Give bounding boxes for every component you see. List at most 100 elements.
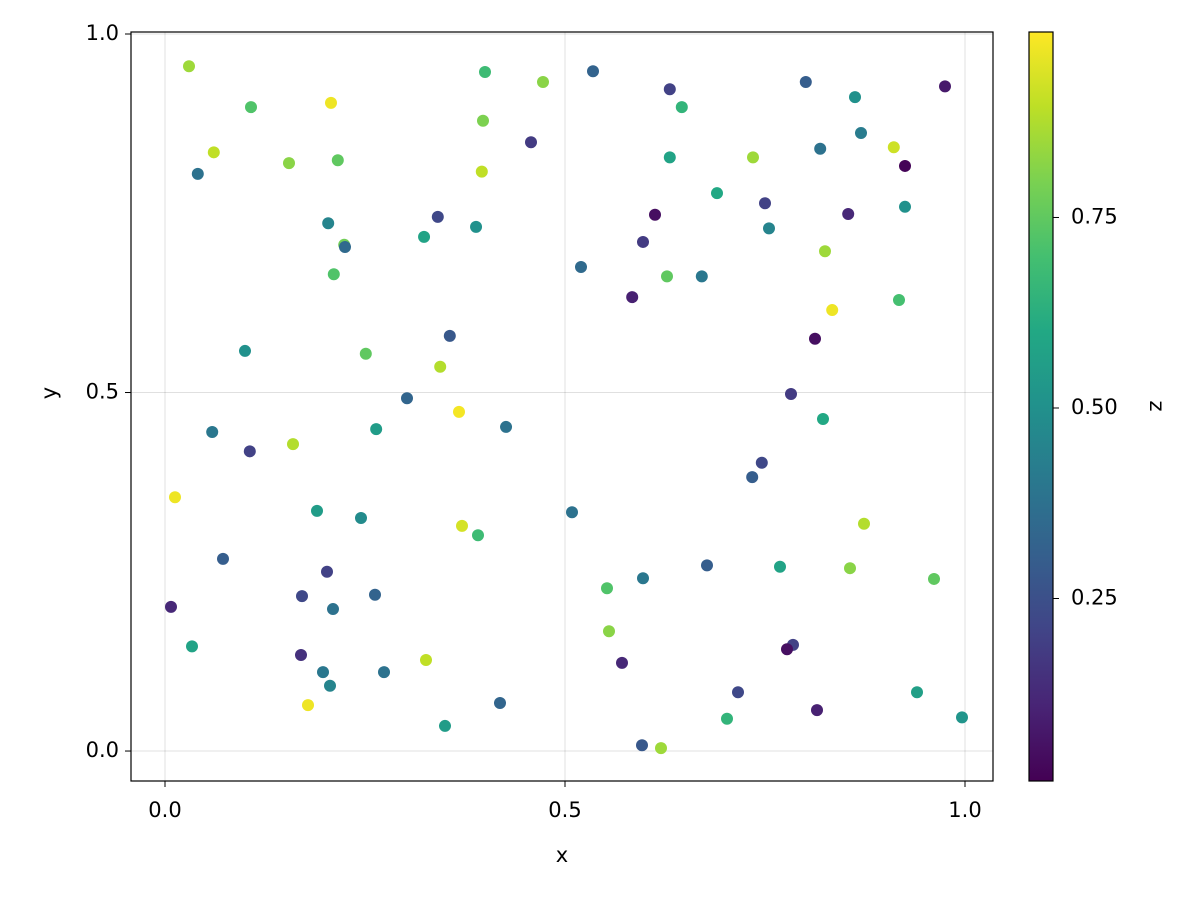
scatter-point (858, 517, 870, 530)
scatter-point (287, 438, 299, 451)
scatter-point (331, 154, 344, 167)
scatter-point (817, 413, 829, 426)
scatter-point (799, 76, 812, 89)
scatter-point (206, 425, 219, 438)
scatter-point (456, 519, 468, 532)
plot-frame (130, 31, 994, 782)
scatter-point (663, 83, 676, 96)
scatter-point (475, 165, 488, 178)
scatter-point (420, 653, 432, 666)
y-tick-label: 1.0 (86, 21, 119, 45)
x-tick-label: 1.0 (948, 798, 981, 822)
scatter-point (649, 208, 661, 221)
scatter-point (370, 423, 383, 436)
scatter-point (819, 245, 831, 258)
scatter-point (956, 711, 968, 724)
scatter-point (566, 506, 578, 519)
scatter-point (339, 240, 351, 253)
scatter-point (626, 291, 639, 304)
scatter-point (525, 136, 537, 149)
scatter-point (311, 504, 323, 517)
scatter-point (477, 114, 489, 127)
scatter-point (165, 600, 177, 613)
scatter-point (785, 387, 797, 400)
scatter-point (747, 151, 759, 164)
scatter-point (431, 210, 444, 223)
scatter-point (746, 471, 759, 484)
scatter-point (637, 572, 649, 585)
scatter-point (899, 200, 911, 213)
scatter-point (695, 270, 708, 283)
scatter-point (434, 360, 447, 373)
scatter-point (355, 511, 367, 524)
scatter-point (616, 656, 628, 669)
scatter-point (939, 80, 951, 93)
points (165, 60, 968, 755)
scatter-point (494, 696, 506, 709)
scatter-point (183, 60, 195, 73)
scatter-point (928, 572, 940, 585)
scatter-point (781, 643, 793, 656)
scatter-point (327, 603, 339, 616)
scatter-point (655, 742, 667, 755)
scatter-point (911, 686, 923, 699)
scatter-point (755, 456, 768, 469)
scatter-point (603, 625, 615, 638)
scatter-point (721, 712, 733, 725)
scatter-point (443, 329, 456, 342)
colorbar-label: z (1145, 400, 1169, 411)
scatter-point (369, 588, 381, 601)
scatter-point (378, 666, 390, 679)
scatter-point (327, 268, 340, 281)
x-tick-label: 0.5 (548, 798, 581, 822)
scatter-point (295, 648, 307, 661)
scatter-point (637, 235, 649, 248)
scatter-point (893, 294, 905, 307)
scatter-point (453, 405, 465, 418)
scatter-point (855, 126, 867, 139)
scatter-point (844, 562, 856, 575)
scatter-point (826, 304, 839, 317)
colorbar-tick-label: 0.75 (1071, 204, 1118, 228)
scatter-point (191, 167, 204, 180)
scatter-point (887, 141, 900, 154)
scatter-point (239, 344, 251, 357)
scatter-point (322, 217, 335, 230)
scatter-point (575, 261, 587, 274)
scatter-point (283, 157, 295, 170)
scatter-point (500, 420, 513, 433)
scatter-point (401, 392, 413, 405)
scatter-point (479, 66, 491, 79)
scatter-point (661, 270, 673, 283)
scatter-point (814, 142, 827, 155)
colorbar-tick-label: 0.25 (1071, 585, 1118, 609)
y-tick-label: 0.0 (86, 738, 119, 762)
scatter-point (207, 146, 220, 159)
scatter-point (321, 565, 333, 578)
scatter-point (302, 699, 314, 712)
scatter-point (537, 76, 549, 89)
scatter-point (774, 560, 786, 573)
colorbar-tick-label: 0.50 (1071, 395, 1118, 419)
scatter-point (601, 582, 613, 595)
scatter-point (472, 529, 484, 542)
scatter-point (732, 686, 744, 699)
scatter-point (217, 552, 229, 565)
scatter-point (245, 101, 257, 114)
scatter-point (809, 332, 821, 345)
scatter-point (701, 559, 713, 572)
scatter-point (296, 590, 308, 603)
scatter-point (636, 739, 648, 752)
x-tick-label: 0.0 (148, 798, 181, 822)
scatter-point (439, 719, 451, 732)
y-axis-label: y (37, 387, 61, 399)
scatter-point (317, 666, 329, 679)
scatter-point (470, 220, 483, 233)
y-tick-label: 0.5 (86, 380, 119, 404)
scatter-point (587, 65, 599, 78)
scatter-point (899, 159, 911, 172)
scatter-point (663, 151, 676, 164)
scatter-point (359, 347, 372, 360)
scatter-point (325, 96, 337, 109)
